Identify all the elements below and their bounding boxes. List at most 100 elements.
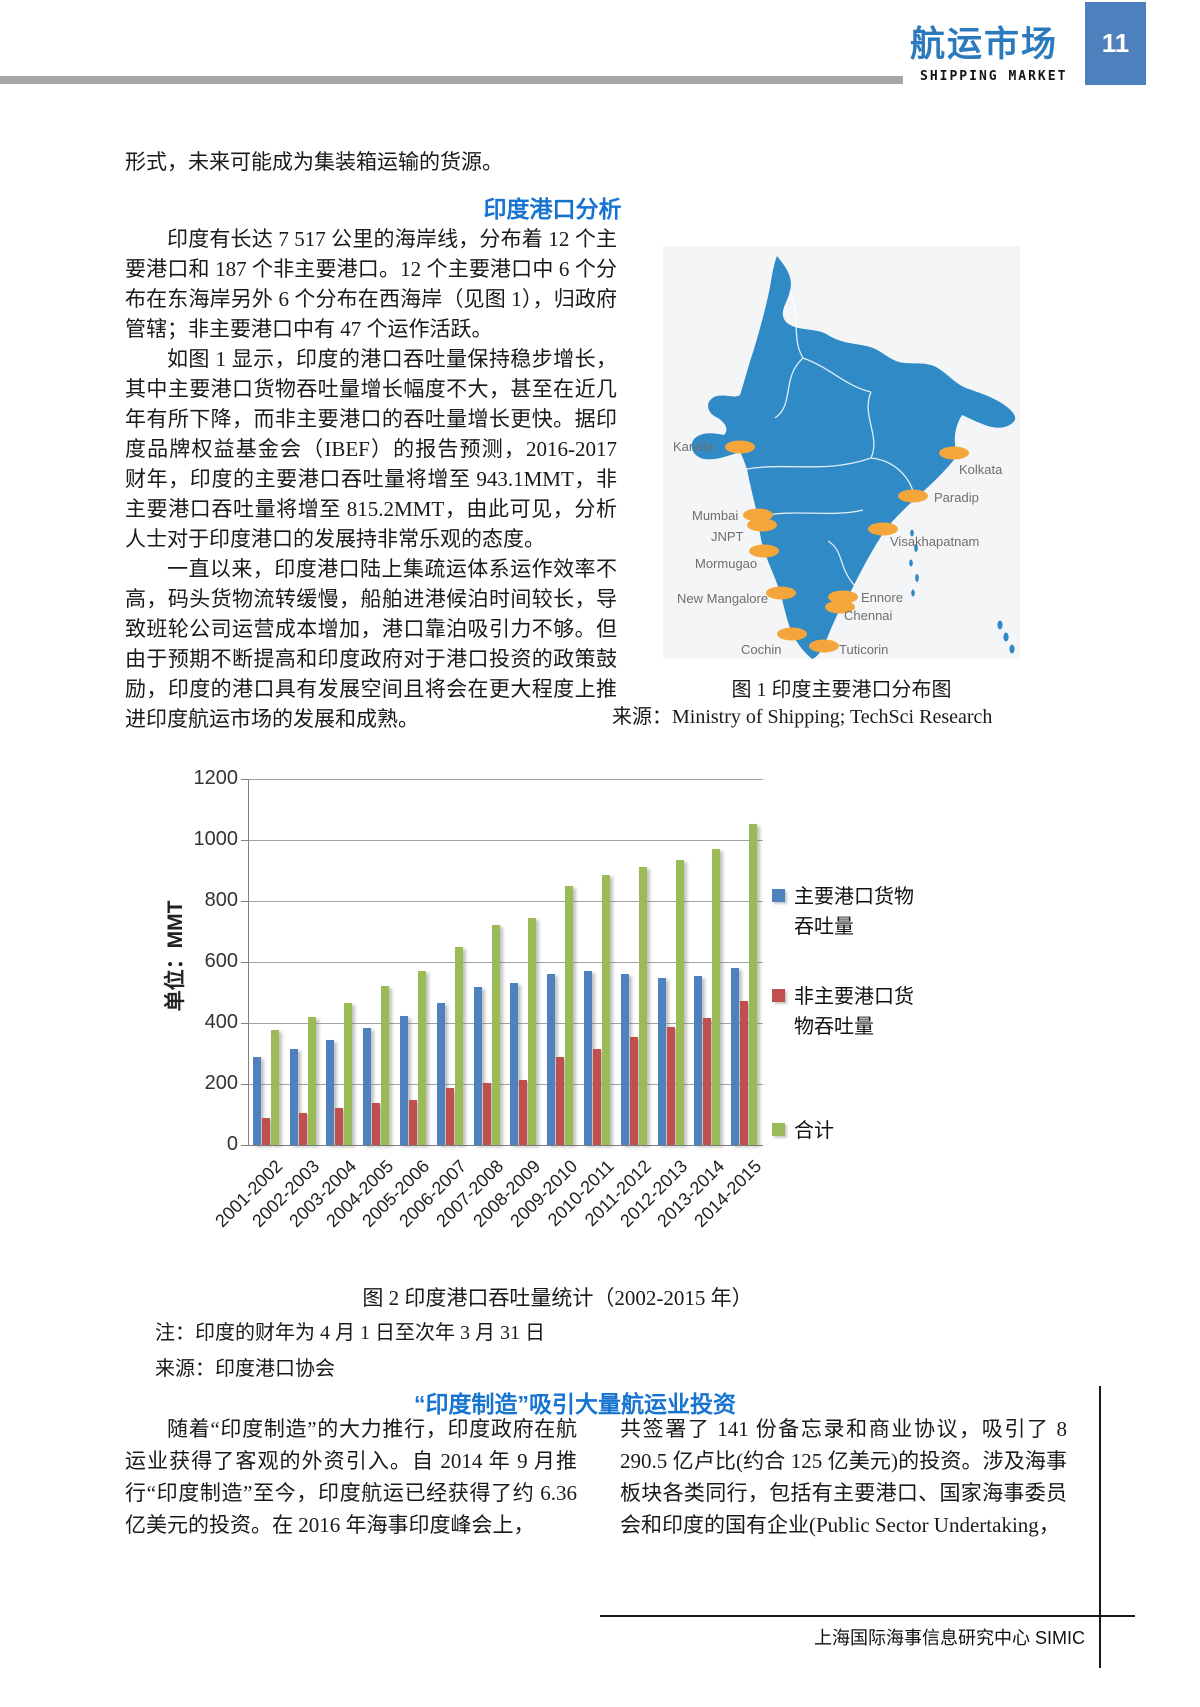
bar-0-2010-2011 [583,971,592,1145]
port-label-ennore: Ennore [861,590,903,605]
bar-1-2010-2011 [592,1049,601,1145]
bar-0-2009-2010 [547,974,556,1145]
port-marker-jnpt [747,518,777,532]
bar-1-2014-2015 [740,1001,749,1145]
y-tick-1000 [241,840,248,841]
bar-0-2012-2013 [657,978,666,1145]
figure2-caption: 图 2 印度港口吞吐量统计（2002-2015 年） [362,1286,753,1310]
y-tick-200 [241,1084,248,1085]
legend-label-1: 非主要港口货物吞吐量 [794,986,914,1038]
bar-0-2001-2002 [252,1057,261,1145]
y-tick-600 [241,962,248,963]
india-ports-map: Kandla Kolkata Paradip Visakhapatnam Mumbai J… [663,246,1020,659]
bar-1-2005-2006 [409,1100,418,1145]
y-tick-400 [241,1023,248,1024]
y-axis-line [248,779,249,1145]
bar-0-2014-2015 [731,968,740,1145]
bar-0-2004-2005 [363,1028,372,1145]
port-marker-chennai [825,600,855,614]
port-label-mormugao: Mormugao [695,556,757,571]
bar-0-2013-2014 [694,976,703,1145]
gridline-200 [248,1084,763,1085]
legend-item-1: 非主要港口货物吞吐量 [772,982,914,1042]
port-marker-kolkata [939,446,969,460]
state-borders [746,290,916,586]
figure1-caption: 图 1 印度主要港口分布图 [731,679,952,701]
port-markers-layer: Kandla Kolkata Paradip Visakhapatnam Mumbai J… [673,439,1003,657]
y-tick-label-600: 600 [204,950,238,972]
bar-1-2013-2014 [703,1018,712,1145]
section2-heading: “印度制造”吸引大量航运业投资 [414,1391,736,1417]
bar-1-2004-2005 [372,1103,381,1145]
port-label-new-mangalore: New Mangalore [677,591,768,606]
bar-0-2011-2012 [620,974,629,1145]
india-landmass [691,256,1016,659]
page-subtitle: SHIPPING MARKET [920,69,1068,84]
legend-label-0: 主要港口货物吞吐量 [794,886,914,938]
footer-rule [600,1615,1135,1617]
bar-0-2006-2007 [436,1003,445,1145]
port-label-tuticorin: Tuticorin [839,642,888,657]
legend-swatch-1 [772,989,785,1002]
legend-swatch-2 [772,1123,785,1136]
chart-y-axis-title: 单位：MMT [164,900,187,1012]
section1-text-column: 印度有长达 7 517 公里的海岸线，分布着 12 个主要港口和 187 个非主… [125,224,617,734]
bar-1-2009-2010 [556,1057,565,1145]
bar-2-2002-2003 [307,1017,316,1145]
header-divider-bar [0,76,903,84]
y-tick-label-800: 800 [204,889,238,911]
port-marker-tuticorin [809,639,839,653]
page-number: 11 [1101,28,1130,58]
bar-2-2007-2008 [491,925,500,1145]
bar-1-2011-2012 [629,1037,638,1145]
figure1-source: 来源：Ministry of Shipping; TechSci Researc… [612,706,993,728]
x-axis-line [248,1145,763,1146]
bar-2-2011-2012 [638,867,647,1145]
port-marker-ennore [828,590,858,604]
y-tick-label-400: 400 [204,1011,238,1033]
bar-2-2013-2014 [712,849,721,1145]
port-marker-mumbai [743,508,773,522]
page-number-badge: 11 [1085,2,1146,85]
legend-item-0: 主要港口货物吞吐量 [772,882,914,942]
port-label-chennai: Chennai [844,608,893,623]
y-tick-label-1000: 1000 [193,828,239,850]
paragraph: 印度有长达 7 517 公里的海岸线，分布着 12 个主要港口和 187 个非主… [125,227,617,341]
bar-1-2006-2007 [445,1088,454,1145]
y-tick-1200 [241,779,248,780]
legend-swatch-0 [772,889,785,902]
bar-2-2008-2009 [528,918,537,1145]
port-label-visakhapatnam: Visakhapatnam [890,534,979,549]
bar-1-2001-2002 [261,1118,270,1145]
gridline-400 [248,1023,763,1024]
gridline-1200 [248,779,763,780]
port-label-paradip: Paradip [934,490,979,505]
right-margin-rule [1099,1386,1101,1668]
bar-1-2012-2013 [666,1027,675,1145]
bar-2-2014-2015 [749,824,758,1145]
gridline-600 [248,962,763,963]
bar-2-2004-2005 [381,986,390,1145]
bar-0-2008-2009 [510,983,519,1145]
y-tick-label-0: 0 [226,1133,238,1155]
gridline-800 [248,901,763,902]
figure2-source: 来源：印度港口协会 [155,1358,335,1380]
port-label-kolkata: Kolkata [959,462,1003,477]
bar-1-2008-2009 [519,1080,528,1145]
legend-label-2: 合计 [794,1120,834,1142]
port-label-mumbai: Mumbai [692,508,738,523]
intro-paragraph: 形式，未来可能成为集装箱运输的货源。 [125,150,503,174]
bar-1-2003-2004 [335,1108,344,1145]
bar-1-2002-2003 [298,1113,307,1145]
bar-2-2003-2004 [344,1003,353,1145]
port-marker-kandla [725,440,755,454]
port-label-cochin: Cochin [741,642,781,657]
bar-2-2006-2007 [454,947,463,1145]
port-label-jnpt: JNPT [711,529,744,544]
port-marker-cochin [777,627,807,641]
bar-2-2012-2013 [675,860,684,1145]
paragraph: 如图 1 显示，印度的港口吞吐量保持稳步增长，其中主要港口货物吞吐量增长幅度不大… [125,347,617,551]
section2-right-column: 共签署了 141 份备忘录和商业协议，吸引了 8 290.5 亿卢比(约合 12… [620,1417,1067,1537]
bar-0-2003-2004 [326,1040,335,1145]
